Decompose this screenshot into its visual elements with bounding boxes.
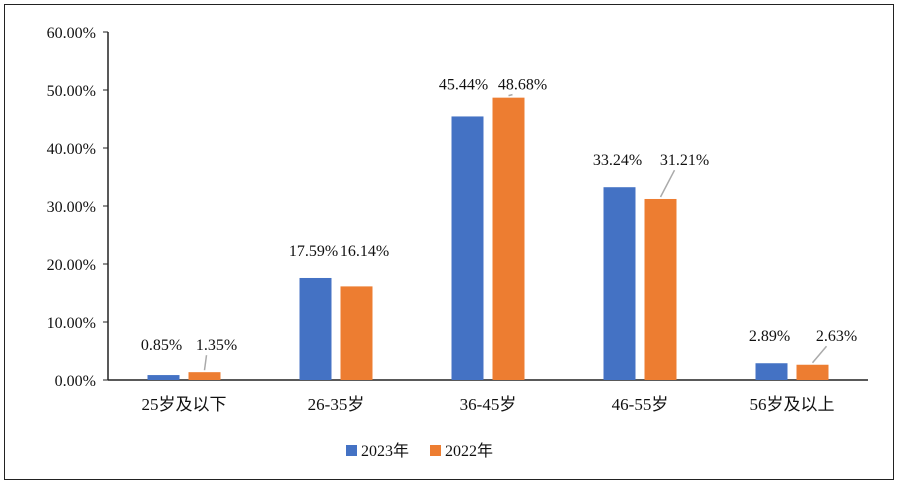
chart-frame — [4, 4, 894, 480]
x-tick-label: 56岁及以上 — [750, 395, 835, 414]
y-tick-label: 0.00% — [55, 373, 96, 390]
y-tick-label: 60.00% — [47, 25, 96, 42]
x-tick-label: 46-55岁 — [612, 395, 669, 414]
data-label: 31.21% — [660, 152, 709, 169]
bar-2022 — [644, 198, 677, 380]
leader-line — [659, 169, 676, 198]
data-label: 17.59% — [289, 243, 338, 260]
data-label: 33.24% — [593, 152, 642, 169]
bar-2022 — [340, 286, 373, 380]
data-label: 16.14% — [340, 243, 389, 260]
data-label: 2.89% — [749, 328, 790, 345]
leader-line — [811, 345, 828, 364]
bar-2023 — [147, 375, 180, 380]
legend-label: 2023年 — [361, 442, 409, 460]
bar-2022 — [492, 97, 525, 380]
bar-2022 — [796, 364, 829, 380]
legend-swatch-2023 — [346, 445, 357, 456]
data-label: 48.68% — [498, 77, 547, 94]
data-label: 2.63% — [816, 328, 857, 345]
bar-2023 — [755, 363, 788, 380]
data-label: 0.85% — [141, 337, 182, 354]
bar-2023 — [451, 116, 484, 380]
leader-line — [203, 355, 208, 371]
y-tick-label: 40.00% — [47, 141, 96, 158]
bar-2023 — [603, 187, 636, 380]
y-tick-label: 20.00% — [47, 257, 96, 274]
data-label: 45.44% — [439, 77, 488, 94]
x-tick-label: 36-45岁 — [460, 395, 517, 414]
x-tick-label: 25岁及以下 — [142, 395, 227, 414]
data-label: 1.35% — [196, 337, 237, 354]
y-tick-label: 50.00% — [47, 83, 96, 100]
bar-2022 — [188, 372, 221, 380]
legend-swatch-2022 — [430, 445, 441, 456]
legend-label: 2022年 — [445, 442, 493, 460]
y-tick-label: 10.00% — [47, 315, 96, 332]
bar-2023 — [299, 277, 332, 380]
leader-line — [508, 93, 513, 97]
y-tick-label: 30.00% — [47, 199, 96, 216]
x-tick-label: 26-35岁 — [308, 395, 365, 414]
